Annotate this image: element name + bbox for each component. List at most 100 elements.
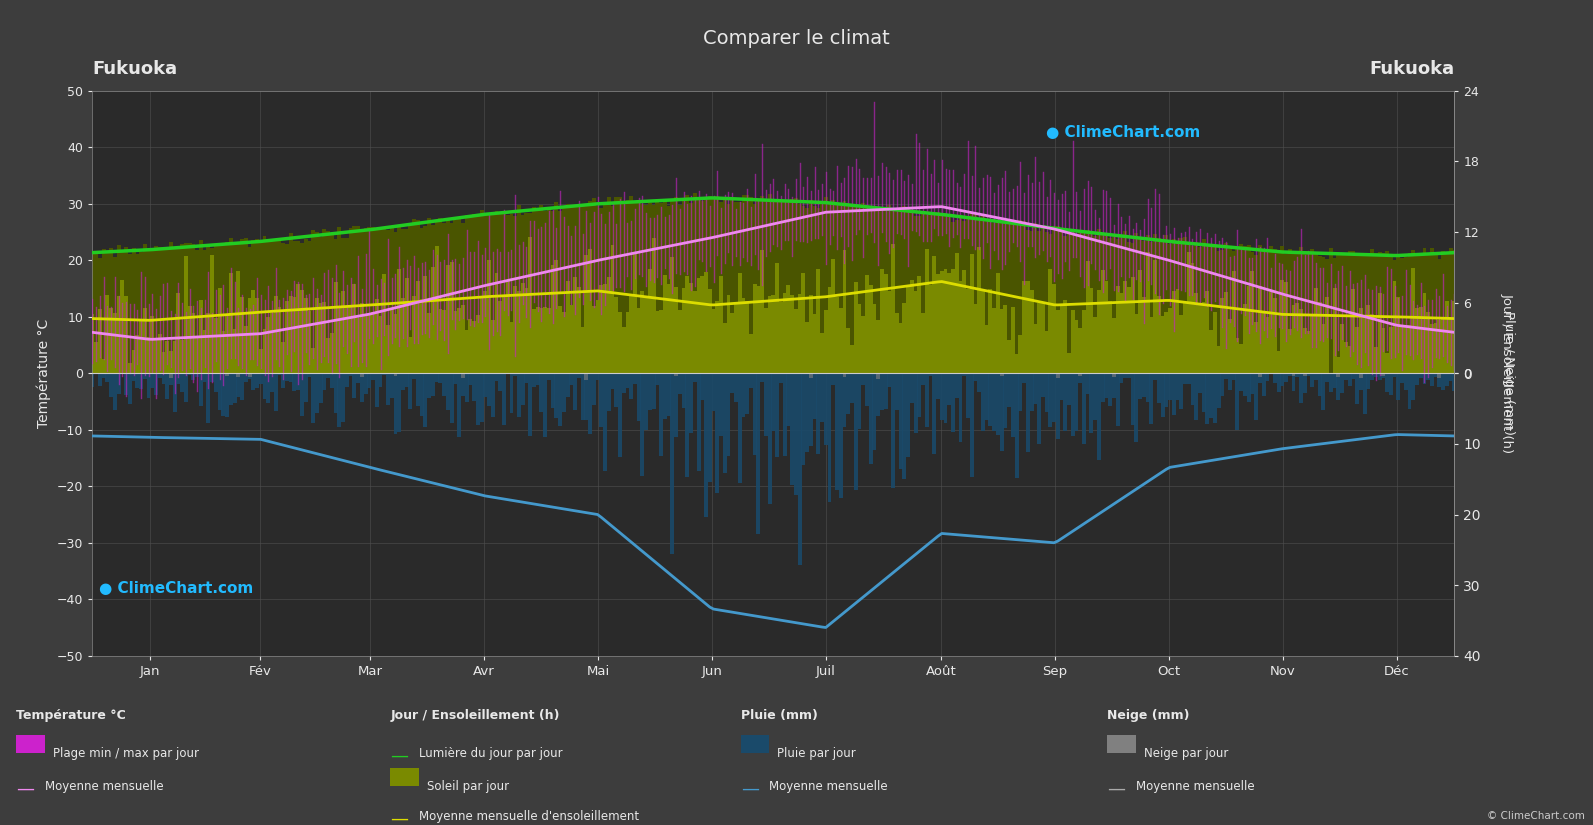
Bar <box>1075 320 1078 373</box>
Bar <box>113 314 116 373</box>
Bar <box>1098 373 1101 460</box>
Bar <box>543 373 546 437</box>
Bar <box>948 272 951 373</box>
Bar <box>1109 373 1112 406</box>
Bar <box>962 373 967 376</box>
Bar <box>155 337 158 373</box>
Text: Fukuoka: Fukuoka <box>1370 59 1454 78</box>
Bar <box>1056 373 1059 378</box>
Bar <box>1104 281 1109 373</box>
Bar <box>1292 373 1295 390</box>
Bar <box>529 213 532 373</box>
Bar <box>1243 373 1247 396</box>
Bar <box>798 373 801 565</box>
Bar <box>596 205 599 373</box>
Bar <box>929 285 932 373</box>
Bar <box>693 373 696 382</box>
Bar <box>1298 373 1303 403</box>
Bar <box>1303 251 1306 373</box>
Bar <box>233 329 236 373</box>
Bar <box>491 373 495 417</box>
Bar <box>1359 308 1364 373</box>
Bar <box>416 373 421 406</box>
Bar <box>360 229 363 373</box>
Bar <box>1344 253 1348 373</box>
Bar <box>139 319 143 373</box>
Bar <box>293 241 296 373</box>
Bar <box>682 373 685 408</box>
Bar <box>1075 236 1078 373</box>
Bar <box>637 202 640 373</box>
Bar <box>521 373 524 404</box>
Bar <box>824 310 828 373</box>
Bar <box>1431 324 1434 373</box>
Bar <box>1112 373 1115 398</box>
Bar <box>804 323 809 373</box>
Bar <box>304 239 307 373</box>
Bar <box>196 337 199 373</box>
Bar <box>322 302 327 373</box>
Bar <box>1112 237 1115 373</box>
Bar <box>906 209 910 373</box>
Bar <box>97 373 102 386</box>
Bar <box>1298 309 1303 373</box>
Bar <box>147 337 150 373</box>
Bar <box>890 208 895 373</box>
Bar <box>937 212 940 373</box>
Bar <box>1258 373 1262 384</box>
Bar <box>449 224 454 373</box>
Bar <box>266 318 271 373</box>
Bar <box>926 215 929 373</box>
Bar <box>948 373 951 405</box>
Bar <box>765 200 768 373</box>
Bar <box>1370 249 1375 373</box>
Bar <box>299 373 304 416</box>
Bar <box>667 284 671 373</box>
Bar <box>479 373 484 422</box>
Bar <box>247 247 252 373</box>
Bar <box>529 373 532 436</box>
Bar <box>1112 318 1115 373</box>
Bar <box>753 204 757 373</box>
Bar <box>793 309 798 373</box>
Bar <box>1373 373 1378 377</box>
Bar <box>233 373 236 403</box>
Bar <box>1392 281 1397 373</box>
Text: —: — <box>390 810 408 825</box>
Bar <box>1123 281 1128 373</box>
Bar <box>341 373 346 422</box>
Bar <box>599 373 604 427</box>
Bar <box>368 373 371 388</box>
Bar <box>247 298 252 373</box>
Bar <box>465 330 468 373</box>
Bar <box>1056 310 1059 373</box>
Text: Moyenne mensuelle d'ensoleillement: Moyenne mensuelle d'ensoleillement <box>419 810 639 823</box>
Bar <box>244 373 249 383</box>
Bar <box>1437 373 1442 387</box>
Bar <box>977 219 981 373</box>
Bar <box>671 373 674 554</box>
Bar <box>393 373 397 434</box>
Bar <box>491 320 495 373</box>
Bar <box>110 308 113 373</box>
Bar <box>1179 373 1184 409</box>
Bar <box>776 200 779 373</box>
Bar <box>610 373 615 389</box>
Bar <box>809 373 812 446</box>
Bar <box>1070 373 1075 436</box>
Bar <box>1370 314 1375 373</box>
Bar <box>1258 373 1262 377</box>
Bar <box>521 215 524 373</box>
Bar <box>1247 285 1251 373</box>
Bar <box>898 323 903 373</box>
Bar <box>457 217 460 373</box>
Bar <box>1153 234 1157 373</box>
Bar <box>749 373 753 388</box>
Bar <box>607 276 610 373</box>
Bar <box>166 341 169 373</box>
Bar <box>962 270 967 373</box>
Bar <box>951 222 954 373</box>
Bar <box>660 310 663 373</box>
Bar <box>1254 322 1258 373</box>
Bar <box>782 373 787 456</box>
